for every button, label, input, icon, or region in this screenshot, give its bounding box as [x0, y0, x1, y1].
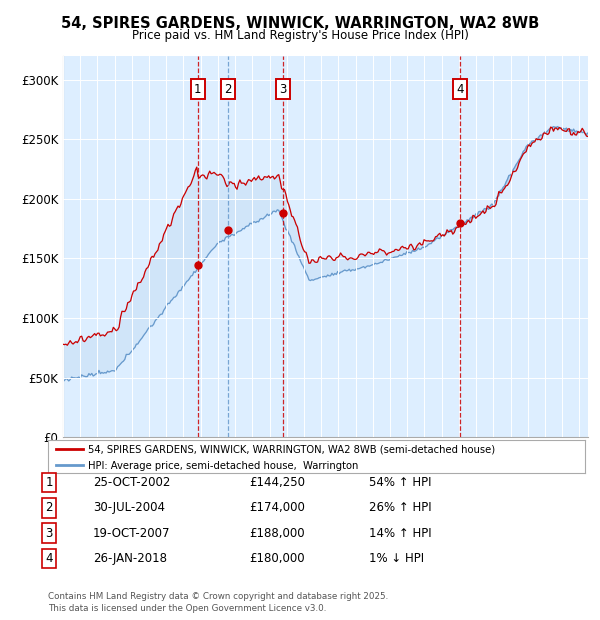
Text: 3: 3 — [46, 527, 53, 539]
Text: £180,000: £180,000 — [249, 552, 305, 565]
Text: 4: 4 — [46, 552, 53, 565]
Text: 1: 1 — [46, 476, 53, 489]
Text: 3: 3 — [280, 82, 287, 95]
Text: Price paid vs. HM Land Registry's House Price Index (HPI): Price paid vs. HM Land Registry's House … — [131, 29, 469, 42]
Text: 2: 2 — [224, 82, 232, 95]
Text: 54, SPIRES GARDENS, WINWICK, WARRINGTON, WA2 8WB (semi-detached house): 54, SPIRES GARDENS, WINWICK, WARRINGTON,… — [88, 445, 496, 454]
Text: 1: 1 — [194, 82, 202, 95]
Text: 26-JAN-2018: 26-JAN-2018 — [93, 552, 167, 565]
Text: £188,000: £188,000 — [249, 527, 305, 539]
Text: 30-JUL-2004: 30-JUL-2004 — [93, 502, 165, 514]
Text: 2: 2 — [46, 502, 53, 514]
Text: 14% ↑ HPI: 14% ↑ HPI — [369, 527, 431, 539]
Text: £144,250: £144,250 — [249, 476, 305, 489]
Text: £174,000: £174,000 — [249, 502, 305, 514]
Text: 4: 4 — [457, 82, 464, 95]
Text: Contains HM Land Registry data © Crown copyright and database right 2025.
This d: Contains HM Land Registry data © Crown c… — [48, 591, 388, 613]
Text: 26% ↑ HPI: 26% ↑ HPI — [369, 502, 431, 514]
Text: 19-OCT-2007: 19-OCT-2007 — [93, 527, 170, 539]
Text: 25-OCT-2002: 25-OCT-2002 — [93, 476, 170, 489]
Text: 54% ↑ HPI: 54% ↑ HPI — [369, 476, 431, 489]
Text: HPI: Average price, semi-detached house,  Warrington: HPI: Average price, semi-detached house,… — [88, 461, 359, 471]
Text: 1% ↓ HPI: 1% ↓ HPI — [369, 552, 424, 565]
Text: 54, SPIRES GARDENS, WINWICK, WARRINGTON, WA2 8WB: 54, SPIRES GARDENS, WINWICK, WARRINGTON,… — [61, 16, 539, 31]
